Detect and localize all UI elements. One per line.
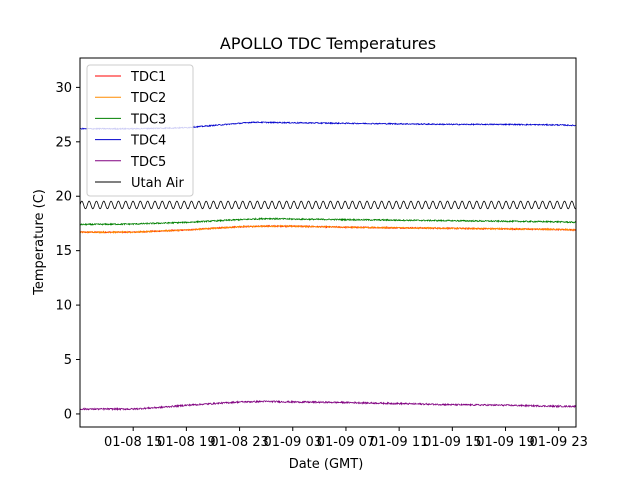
y-tick-label: 10 [55, 299, 72, 314]
legend-label: TDC2 [130, 91, 166, 106]
y-axis: 0 5 10 15 20 25 30 [55, 81, 80, 422]
x-axis-label: Date (GMT) [289, 457, 364, 472]
plot-frame [79, 57, 577, 428]
legend-box [86, 64, 194, 197]
x-tick-label: 01-09 15 [423, 435, 481, 450]
series-line-utah-air [79, 200, 577, 210]
y-tick-label: 25 [55, 135, 72, 150]
x-tick-label: 01-09 19 [476, 435, 534, 450]
y-tick-label: 20 [55, 190, 72, 205]
x-tick-label: 01-08 23 [210, 435, 268, 450]
x-tick-label: 01-08 15 [104, 435, 162, 450]
y-tick-label: 30 [55, 81, 72, 96]
legend-label: TDC1 [130, 70, 166, 85]
legend-label: TDC4 [130, 134, 166, 149]
y-axis-label: Temperature (C) [32, 189, 47, 296]
x-tick-label: 01-09 11 [370, 435, 428, 450]
legend-label: TDC3 [130, 112, 166, 127]
legend-label: TDC5 [130, 155, 166, 170]
x-tick-label: 01-08 19 [157, 435, 215, 450]
x-tick-label: 01-09 07 [317, 435, 375, 450]
series-line-tdc3 [79, 217, 577, 227]
series-line-tdc5 [79, 399, 577, 412]
y-tick-label: 5 [64, 353, 72, 368]
series-line-tdc2 [79, 224, 577, 234]
chart-title: APOLLO TDC Temperatures [220, 34, 436, 53]
legend-label: Utah Air [131, 176, 184, 191]
y-tick-label: 0 [64, 407, 72, 422]
x-tick-label: 01-09 23 [529, 435, 587, 450]
x-tick-label: 01-09 03 [264, 435, 322, 450]
y-tick-label: 15 [55, 244, 72, 259]
legend[interactable]: TDC1 TDC2 TDC3 TDC4 TDC5 Utah Air [86, 64, 194, 197]
